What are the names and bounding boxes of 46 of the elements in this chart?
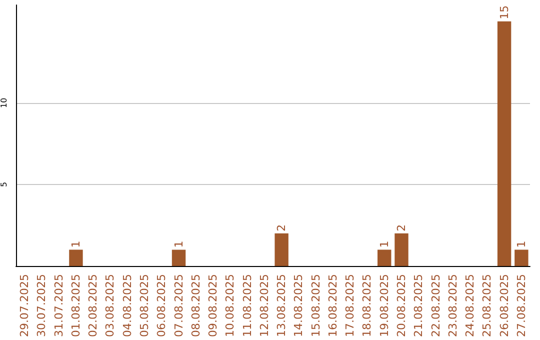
x-tick-label: 30.07.2025: [35, 274, 48, 338]
x-tick-label: 05.08.2025: [138, 274, 151, 338]
x-tick-label: 03.08.2025: [104, 274, 117, 338]
x-tick-label: 27.08.2025: [514, 274, 528, 338]
x-tick-label: 16.08.2025: [326, 274, 340, 338]
x-tick-label: 26.08.2025: [498, 274, 511, 338]
y-tick-label: 5: [0, 182, 8, 187]
x-tick-label: 29.07.2025: [18, 274, 32, 338]
x-tick-label: 09.08.2025: [206, 274, 220, 338]
x-tick-label: 11.08.2025: [240, 274, 254, 338]
x-tick-label: 10.08.2025: [224, 274, 237, 338]
x-tick-label: 20.08.2025: [395, 274, 408, 338]
bar: [274, 233, 288, 266]
bar: [514, 250, 528, 266]
data-label: 2: [275, 224, 288, 232]
x-tick-label: 21.08.2025: [412, 274, 426, 338]
x-tick-label: 08.08.2025: [189, 274, 202, 338]
data-label: 1: [172, 240, 186, 248]
x-tick-label: 14.08.2025: [292, 274, 306, 338]
bar: [378, 250, 392, 266]
x-tick-label: 31.07.2025: [52, 274, 66, 338]
x-tick-label: 22.08.2025: [429, 274, 442, 338]
bar: [69, 250, 83, 266]
x-tick-label: 01.08.2025: [69, 274, 82, 338]
data-label: 15: [498, 5, 511, 20]
data-label: 1: [514, 240, 528, 248]
bar: [394, 233, 408, 266]
x-tick-label: 18.08.2025: [360, 274, 374, 338]
x-tick-label: 23.08.2025: [446, 274, 460, 338]
x-tick-label: 06.08.2025: [155, 274, 168, 338]
data-label: 2: [395, 224, 408, 232]
x-tick-label: 04.08.2025: [120, 274, 134, 338]
x-tick-label: 19.08.2025: [378, 274, 391, 338]
x-tick-label: 24.08.2025: [464, 274, 477, 338]
data-label: 1: [69, 240, 82, 248]
data-label: 1: [378, 240, 391, 248]
x-tick-label: 17.08.2025: [344, 274, 357, 338]
y-tick-label: 10: [0, 98, 8, 108]
x-tick-label: 02.08.2025: [86, 274, 100, 338]
bar: [497, 21, 512, 266]
x-tick-label: 07.08.2025: [172, 274, 186, 338]
x-tick-label: 25.08.2025: [480, 274, 494, 338]
x-tick-label: 15.08.2025: [309, 274, 322, 338]
x-tick-label: 12.08.2025: [258, 274, 271, 338]
x-tick-label: 13.08.2025: [275, 274, 288, 338]
bar: [172, 250, 186, 266]
